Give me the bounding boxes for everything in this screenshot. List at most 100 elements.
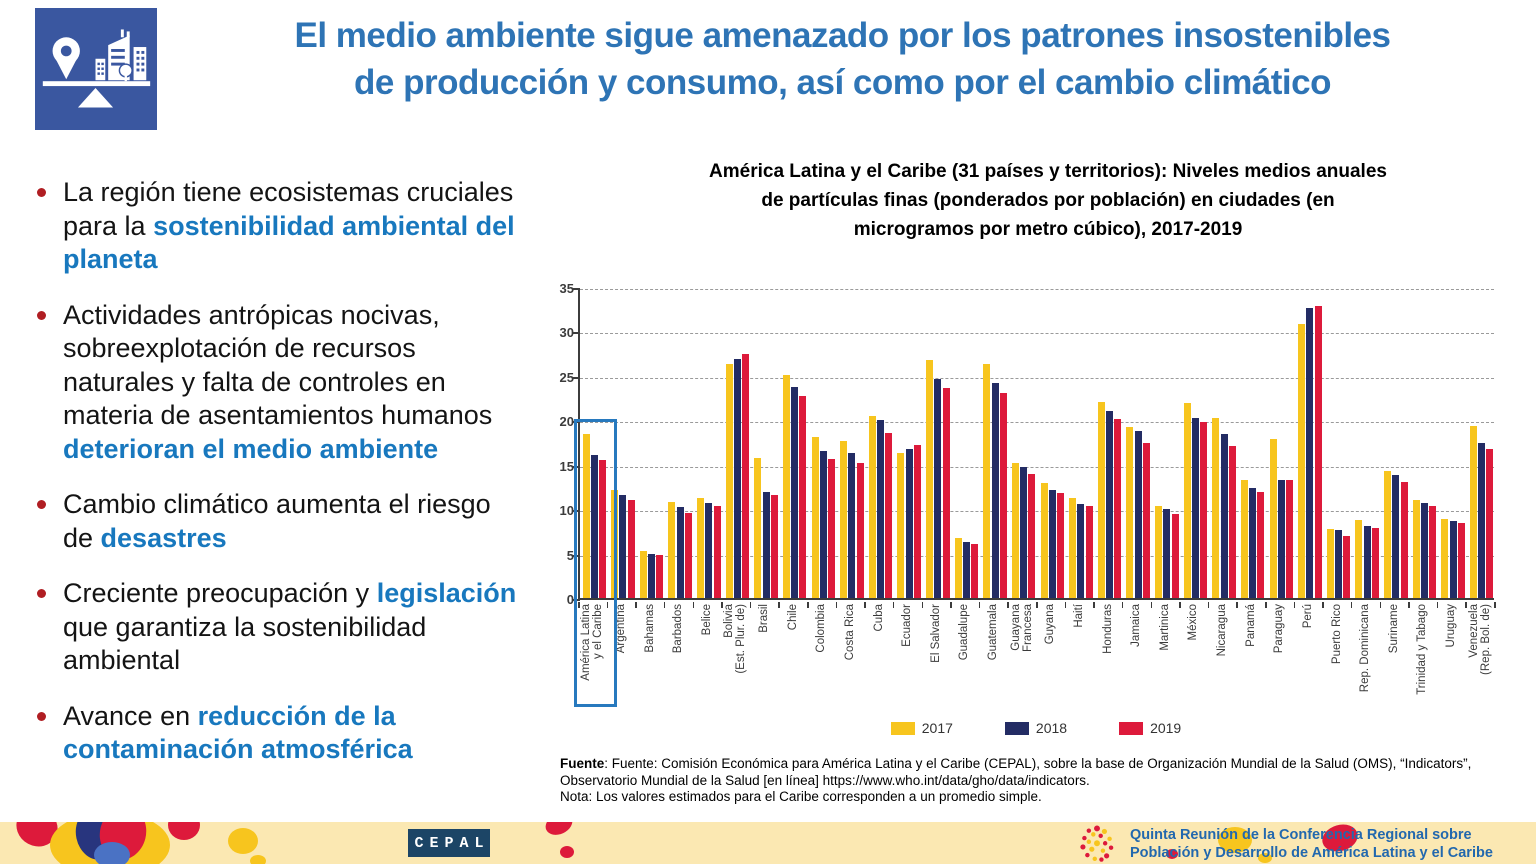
bar-2017 [983, 364, 991, 598]
bullet-emphasis-text: deterioran el medio ambiente [63, 433, 439, 464]
bar-2018 [1106, 411, 1114, 598]
bar-2019 [1200, 422, 1208, 598]
bar-2018 [1363, 526, 1371, 598]
bar-2019 [1400, 481, 1408, 598]
x-axis-tick [1236, 602, 1238, 608]
slide-title-line1: El medio ambiente sigue amenazado por lo… [294, 16, 1391, 55]
bar-2019 [828, 458, 836, 598]
x-axis-label: Trinidad y Tabago [1416, 604, 1429, 695]
x-axis-label: Nicaragua [1215, 604, 1228, 657]
bar-2018 [1020, 467, 1028, 598]
bullet-item: Creciente preocupación y legislación que… [30, 577, 525, 678]
bar-2018 [1420, 502, 1428, 598]
note-text: Nota: Los valores estimados para el Cari… [560, 789, 1042, 804]
x-axis-tick [864, 602, 866, 608]
bar-2017 [1040, 482, 1048, 598]
y-axis-tick [573, 554, 580, 557]
bar-2017 [582, 433, 590, 598]
bullet-item: Cambio climático aumenta el riesgo de de… [30, 488, 525, 555]
bar-2017 [1097, 401, 1105, 598]
x-axis-tick [635, 602, 637, 608]
gridline [580, 377, 1494, 379]
bar-2018 [877, 420, 885, 598]
bar-2017 [926, 359, 933, 598]
bar-2018 [590, 454, 598, 598]
x-axis-tick [578, 602, 580, 608]
bullet-item: La región tiene ecosistemas cruciales pa… [30, 176, 525, 277]
slide-title-line2: de producción y consumo, así como por el… [354, 63, 1332, 102]
bar-2018 [1478, 442, 1486, 598]
x-axis-label: Suriname [1387, 604, 1400, 654]
decorative-blob [1218, 827, 1252, 853]
population-environment-balance-icon [35, 8, 157, 130]
bar-2017 [782, 374, 790, 598]
x-axis-tick [606, 602, 609, 608]
x-axis-label: Puerto Rico [1330, 604, 1343, 665]
chart-title-line3: microgramos por metro cúbico), 2017-2019 [853, 219, 1243, 240]
chart-legend: 2017 2018 2019 [578, 720, 1494, 736]
gridline [580, 289, 1494, 290]
decorative-blob [228, 828, 258, 854]
bar-2019 [684, 512, 692, 598]
bar-2019 [999, 392, 1007, 598]
x-axis-tick [892, 602, 895, 608]
source-text: : Fuente: Comisión Económica para Améric… [560, 756, 1472, 788]
x-axis-tick [1350, 602, 1353, 608]
x-axis-tick [1379, 602, 1381, 608]
legend-label: 2019 [1150, 720, 1182, 736]
y-axis-label: 20 [559, 414, 574, 430]
x-axis-label: Venezuela (Rep. Bol. de) [1467, 604, 1492, 675]
x-axis-tick [1408, 602, 1410, 608]
x-axis-tick [1494, 602, 1496, 608]
x-axis-tick [1465, 602, 1467, 608]
conference-swirl-icon [1080, 825, 1114, 862]
bullet-text: Cambio climático aumenta el riesgo de [63, 489, 491, 553]
x-axis-label: Brasil [757, 604, 770, 633]
bar-2017 [697, 497, 704, 598]
bar-2018 [648, 553, 656, 598]
x-axis-label: Rep. Dominicana [1358, 604, 1371, 693]
bar-2018 [1449, 520, 1457, 598]
x-axis-tick [950, 602, 952, 608]
bar-2017 [1355, 519, 1363, 598]
x-axis-label: Belice [700, 604, 713, 636]
bar-2019 [1028, 473, 1036, 598]
y-axis-label: 25 [559, 369, 574, 385]
gridline [580, 511, 1494, 513]
decorative-blob [560, 846, 574, 858]
balance-pictogram [35, 8, 157, 130]
x-axis-label: Barbados [671, 604, 684, 654]
y-axis-label: 5 [566, 547, 574, 563]
x-axis-label: Uruguay [1444, 604, 1457, 648]
bar-2018 [1335, 530, 1343, 598]
bar-2017 [1441, 518, 1449, 598]
chart-source-note: Fuente: Fuente: Comisión Económica para … [560, 756, 1536, 806]
bar-2018 [1048, 490, 1056, 598]
y-axis-label: 35 [559, 281, 574, 296]
bar-2019 [856, 462, 864, 598]
legend-item: 2018 [1004, 720, 1067, 736]
bar-2018 [1191, 417, 1199, 598]
x-axis-label: Costa Rica [843, 604, 856, 661]
bullet-text: Avance en [63, 700, 198, 731]
bar-2019 [1142, 442, 1150, 598]
x-axis-tick [778, 602, 780, 608]
x-axis-tick [978, 602, 981, 608]
legend-item: 2019 [1119, 720, 1181, 736]
x-axis-tick [1293, 602, 1296, 608]
bullet-emphasis-text: reducción de la contaminación atmosféric… [63, 700, 413, 765]
bar-2017 [1326, 528, 1334, 598]
x-axis-label: Argentina [614, 604, 627, 654]
pm25-bar-chart: América Latina y el Caribe (31 países y … [560, 155, 1536, 817]
bar-2019 [1228, 446, 1236, 598]
decorative-blob [250, 855, 266, 864]
bar-2019 [1257, 492, 1265, 598]
bar-2018 [848, 453, 856, 598]
bar-2018 [905, 448, 913, 598]
bar-2017 [1069, 497, 1077, 598]
gridline [580, 333, 1494, 335]
bar-2019 [770, 494, 778, 598]
y-axis-tick [573, 599, 580, 601]
chart-x-axis-labels: América Latina y el Caribe Argentina Baham… [578, 602, 1496, 734]
